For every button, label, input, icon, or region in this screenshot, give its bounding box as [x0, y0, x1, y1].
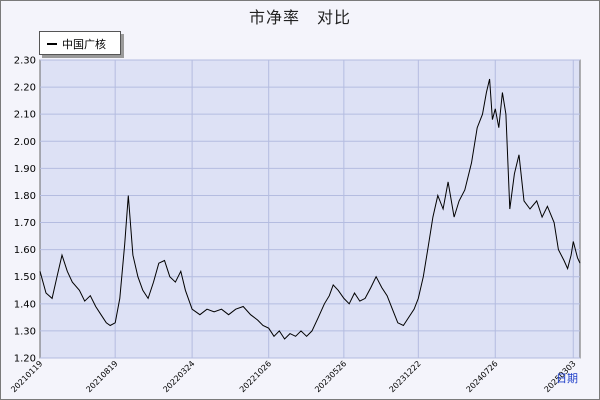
- y-tick-label: 2.00: [14, 137, 36, 148]
- y-tick-label: 1.30: [14, 326, 36, 337]
- y-tick-label: 1.20: [14, 354, 36, 365]
- series-line-china-cgn: [39, 78, 581, 340]
- x-tick-label: 20240726: [465, 359, 500, 394]
- x-tick-label: 20221026: [238, 359, 273, 394]
- legend-label: 中国广核: [62, 38, 106, 51]
- y-tick-label: 1.80: [14, 191, 36, 202]
- x-axis-label: 日期: [556, 372, 578, 385]
- plot-area: [39, 59, 581, 359]
- x-tick-label: 20220324: [161, 359, 196, 394]
- y-tick-label: 1.40: [14, 299, 36, 310]
- x-axis-ticks: 20210119 20210819 20220324 20221026 20230526…: [9, 359, 577, 394]
- x-tick-label: 20210819: [84, 359, 119, 394]
- x-tick-label: 20230526: [313, 359, 348, 394]
- legend: 中国广核: [39, 31, 121, 55]
- x-tick-label: 20231222: [388, 359, 423, 394]
- y-tick-label: 2.20: [14, 83, 36, 94]
- chart-title: 市净率 对比: [248, 8, 351, 27]
- y-tick-label: 1.70: [14, 218, 36, 229]
- y-tick-label: 2.30: [14, 56, 36, 67]
- legend-swatch: [47, 43, 57, 45]
- y-tick-label: 1.50: [14, 272, 36, 283]
- y-tick-label: 1.90: [14, 164, 36, 175]
- y-tick-label: 2.10: [14, 110, 36, 121]
- y-axis-ticks: 1.20 1.30 1.40 1.50 1.60 1.70 1.80 1.90 2.00 2.10…: [14, 56, 36, 365]
- y-tick-label: 1.60: [14, 245, 36, 256]
